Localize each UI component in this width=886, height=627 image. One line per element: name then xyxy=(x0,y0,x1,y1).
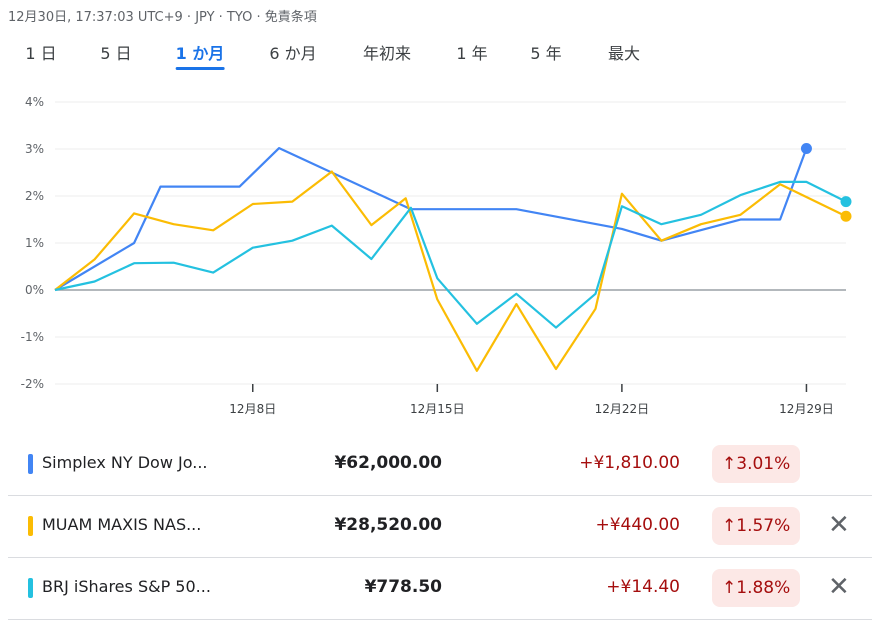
comparison-chart[interactable]: 4% 3% 2% 1% 0% -1% -2% 12月8日 12月15日 12月22日 12月29日 xyxy=(0,90,886,426)
x-tick-label: 12月29日 xyxy=(779,402,834,416)
range-tabs: 1 日 5 日 1 か月 6 か月 年初来 1 年 5 年 最大 xyxy=(0,40,886,70)
y-tick-label: 0% xyxy=(25,283,44,297)
tab-6m[interactable]: 6 か月 xyxy=(269,44,317,63)
close-icon[interactable]: ✕ xyxy=(828,572,850,602)
tab-max[interactable]: 最大 xyxy=(607,44,641,63)
tab-1m[interactable]: 1 か月 xyxy=(175,40,224,70)
y-tick-label: 2% xyxy=(25,189,44,203)
series-end-point-0 xyxy=(800,143,812,155)
series-line-1 xyxy=(54,170,847,372)
series-line-0 xyxy=(54,147,808,291)
comparison-row-simplex[interactable]: Simplex NY Dow Jo... ¥62,000.00 +¥1,810.… xyxy=(8,434,872,496)
security-name: Simplex NY Dow Jo... xyxy=(42,453,208,472)
percent-change: 1.57% xyxy=(736,516,791,536)
series-end-point-2 xyxy=(840,196,852,208)
percent-change: 3.01% xyxy=(736,454,791,474)
x-tick-label: 12月15日 xyxy=(410,402,465,416)
arrow-up-icon: ↑ xyxy=(722,516,737,536)
x-tick-label: 12月8日 xyxy=(229,402,276,416)
security-price: ¥28,520.00 xyxy=(334,515,442,535)
series-end-point-1 xyxy=(840,210,852,222)
security-price: ¥778.50 xyxy=(364,577,442,597)
percent-change-badge: ↑3.01% xyxy=(712,445,801,483)
comparison-row-brj[interactable]: BRJ iShares S&P 50... ¥778.50 +¥14.40 ↑1… xyxy=(8,558,872,620)
y-tick-label: -1% xyxy=(21,330,44,344)
x-tick-label: 12月22日 xyxy=(595,402,650,416)
percent-change-badge: ↑1.57% xyxy=(712,507,801,545)
arrow-up-icon: ↑ xyxy=(722,454,737,474)
price-change: +¥14.40 xyxy=(606,577,680,597)
quote-meta: 12月30日, 17:37:03 UTC+9 · JPY · TYO · 免責条… xyxy=(8,10,317,25)
tab-1d[interactable]: 1 日 xyxy=(25,44,57,63)
y-tick-label: 1% xyxy=(25,236,44,250)
series-color-swatch xyxy=(28,578,33,598)
percent-change-badge: ↑1.88% xyxy=(712,569,801,607)
price-change: +¥440.00 xyxy=(595,515,680,535)
series-color-swatch xyxy=(28,516,33,536)
security-name: BRJ iShares S&P 50... xyxy=(42,577,211,596)
series-color-swatch xyxy=(28,454,33,474)
y-tick-label: 4% xyxy=(25,95,44,109)
percent-change: 1.88% xyxy=(736,578,791,598)
tab-ytd[interactable]: 年初来 xyxy=(362,44,412,63)
comparison-list: Simplex NY Dow Jo... ¥62,000.00 +¥1,810.… xyxy=(8,434,872,620)
y-tick-label: -2% xyxy=(21,377,44,391)
y-tick-label: 3% xyxy=(25,142,44,156)
security-price: ¥62,000.00 xyxy=(334,453,442,473)
tab-1y[interactable]: 1 年 xyxy=(456,44,488,63)
tab-5d[interactable]: 5 日 xyxy=(100,44,132,63)
arrow-up-icon: ↑ xyxy=(722,578,737,598)
comparison-row-muam[interactable]: MUAM MAXIS NAS... ¥28,520.00 +¥440.00 ↑1… xyxy=(8,496,872,558)
tab-5y[interactable]: 5 年 xyxy=(530,44,562,63)
price-change: +¥1,810.00 xyxy=(579,453,680,473)
series-line-2 xyxy=(54,180,847,329)
close-icon[interactable]: ✕ xyxy=(828,510,850,540)
security-name: MUAM MAXIS NAS... xyxy=(42,515,202,534)
